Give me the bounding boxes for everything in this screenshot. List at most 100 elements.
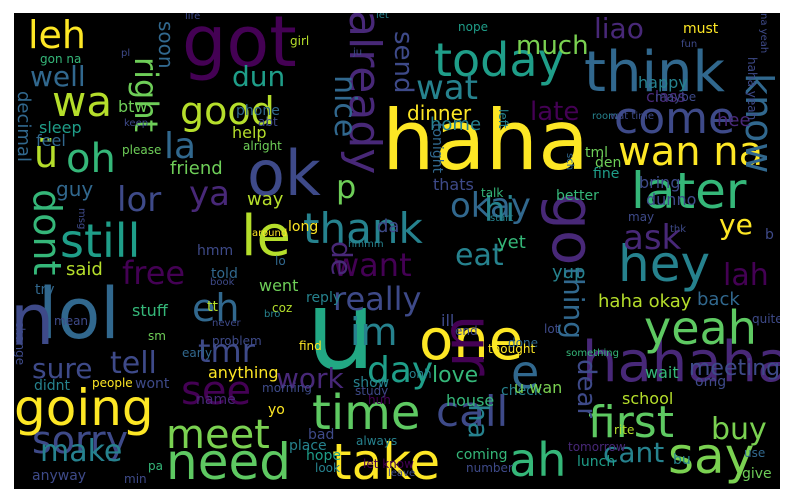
word: anything (208, 363, 279, 382)
word: something (566, 348, 619, 359)
word: meet (166, 412, 270, 458)
word: let know (363, 457, 414, 471)
word: thought (488, 342, 536, 356)
word: lunch (577, 454, 616, 470)
word: study (355, 384, 389, 398)
word: hi (484, 190, 515, 230)
word: ü (34, 132, 59, 176)
word: ask (623, 218, 682, 258)
word: want (333, 246, 412, 284)
word: quite (752, 312, 780, 326)
word: eat (455, 238, 504, 273)
word: happy (638, 73, 688, 92)
word: need (166, 433, 291, 489)
word: yeah (644, 301, 757, 355)
word: keep (124, 118, 149, 129)
word: hope (306, 448, 341, 464)
word: free (122, 254, 186, 292)
word: friend (170, 158, 223, 179)
word: ill (441, 311, 455, 330)
word: name (196, 392, 236, 408)
word: left (496, 109, 510, 129)
word: girl (290, 34, 310, 48)
word: yup (552, 262, 586, 283)
word: ok (247, 137, 321, 210)
word: thats (433, 175, 474, 194)
word: send (388, 31, 418, 94)
word: sch (564, 153, 575, 171)
word: b (765, 227, 774, 243)
word: ah (509, 433, 567, 487)
word: huh (368, 393, 391, 407)
word: lor (117, 180, 162, 220)
word: ju (353, 47, 363, 58)
word: let (376, 13, 389, 21)
word: problem (212, 334, 262, 348)
word: find (299, 339, 322, 353)
word: much (516, 31, 589, 61)
word: first (588, 397, 674, 448)
word: please (122, 143, 162, 157)
word: give (742, 466, 772, 482)
word: morning (262, 381, 312, 395)
word: love (432, 363, 479, 388)
word: lo (275, 254, 286, 268)
word: well (30, 60, 86, 93)
word: say (668, 427, 755, 485)
word: wont (135, 376, 170, 392)
word: thk (670, 224, 687, 235)
word: still (60, 214, 141, 268)
word: better (556, 188, 599, 204)
word: see (181, 368, 252, 414)
word: late (530, 97, 580, 127)
word: den (595, 155, 622, 171)
word: tonight (429, 123, 445, 174)
word: tt (207, 299, 218, 315)
word: okay (450, 186, 531, 226)
word: tml (585, 145, 609, 161)
word: im (350, 310, 398, 354)
word: today (434, 33, 565, 87)
word: btw (118, 97, 148, 116)
word: house (446, 391, 495, 410)
word: n (14, 279, 55, 361)
word: said (66, 259, 103, 280)
word: guy (56, 177, 94, 201)
word: wat time (610, 111, 654, 122)
word: thank (303, 204, 423, 253)
word-cloud: haha got u lol one hahaha ok think go ur… (14, 13, 780, 489)
word: stuff (132, 301, 168, 320)
word: look (315, 461, 340, 475)
word: check (501, 383, 542, 399)
word: eh (192, 286, 240, 330)
word: talk (481, 186, 504, 200)
word: long (288, 219, 319, 235)
word: gon na (40, 52, 82, 66)
word: told (211, 266, 238, 282)
word: na yeah (758, 13, 769, 54)
word: later (631, 162, 747, 220)
word: show (353, 375, 390, 391)
word: rite (614, 423, 635, 437)
word: lah (723, 258, 769, 293)
word: people (92, 376, 133, 390)
word: haha (382, 92, 589, 189)
word: place (289, 438, 327, 454)
word: alright (243, 139, 282, 153)
word: liao (594, 13, 644, 45)
word: around (252, 228, 288, 239)
word: dun (232, 60, 286, 93)
word: lot (544, 322, 560, 336)
word: try (35, 282, 55, 298)
word: leh (28, 13, 87, 57)
word: going (14, 379, 154, 437)
word: wan na (618, 129, 764, 175)
word: school (622, 389, 674, 408)
word: one (419, 308, 524, 373)
word: start (490, 213, 514, 224)
word: got (182, 13, 297, 83)
word: haha yeah (745, 57, 759, 121)
word: e (511, 345, 540, 399)
word: le (241, 204, 292, 269)
word: dear (571, 359, 601, 419)
